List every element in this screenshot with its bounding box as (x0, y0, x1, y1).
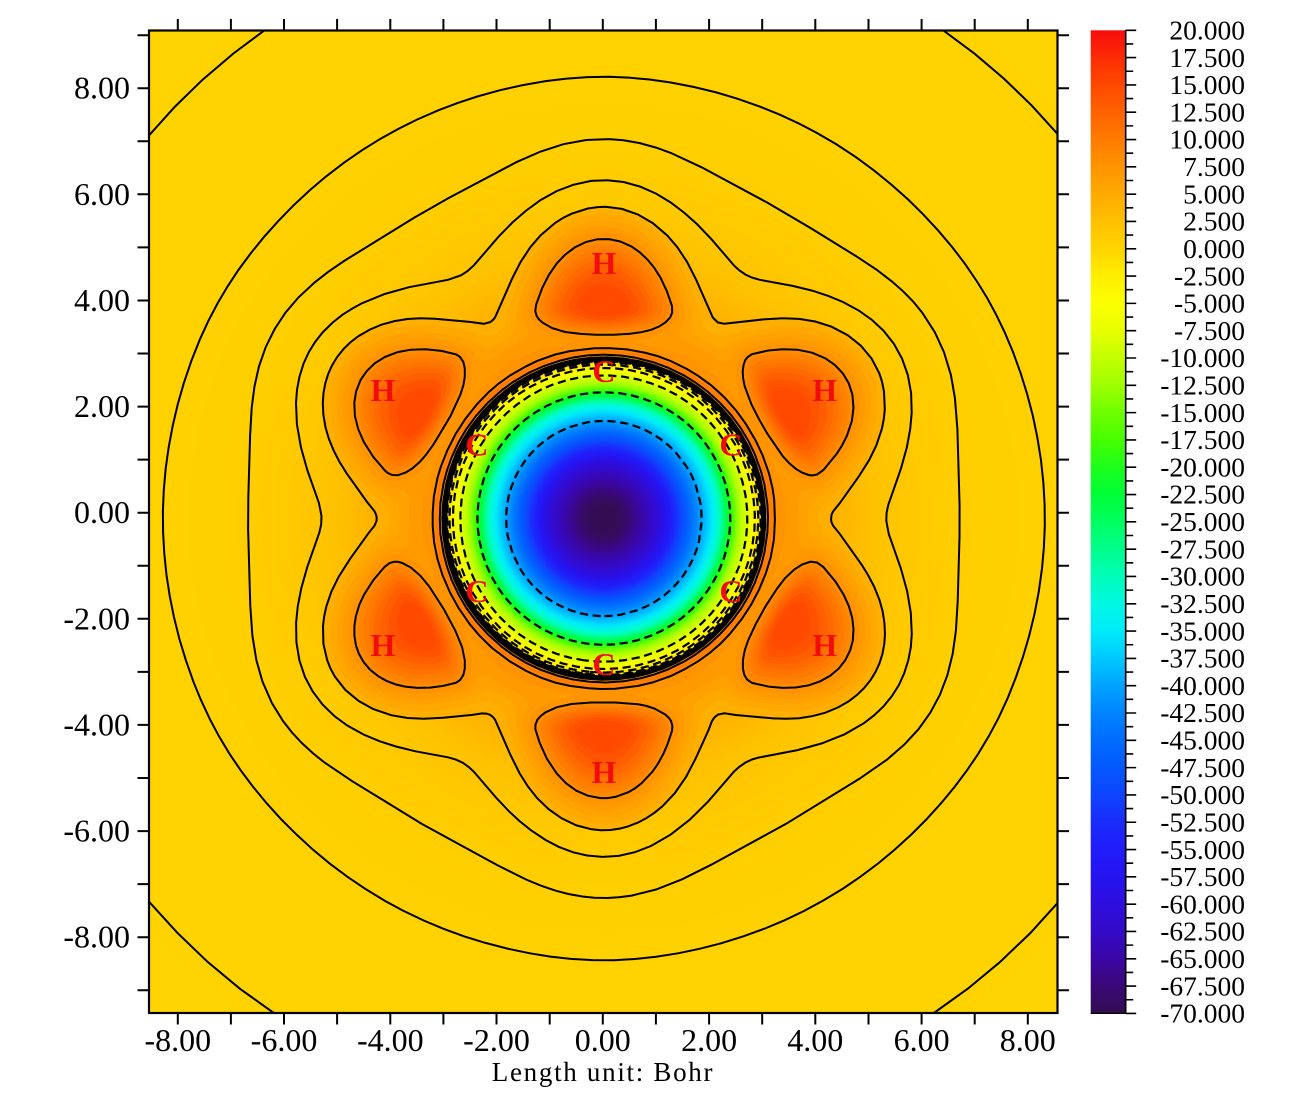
svg-text:-45.000: -45.000 (1160, 725, 1245, 756)
svg-text:-67.500: -67.500 (1160, 970, 1245, 1001)
svg-text:-42.500: -42.500 (1160, 697, 1245, 728)
svg-text:-22.500: -22.500 (1160, 479, 1245, 510)
svg-text:4.00: 4.00 (74, 282, 130, 318)
svg-text:-6.00: -6.00 (251, 1022, 318, 1058)
svg-text:C: C (465, 573, 488, 609)
svg-text:-2.500: -2.500 (1174, 260, 1245, 291)
svg-text:0.00: 0.00 (575, 1022, 631, 1058)
svg-text:H: H (371, 372, 396, 408)
svg-text:-55.000: -55.000 (1160, 834, 1245, 865)
svg-text:-57.500: -57.500 (1160, 861, 1245, 892)
svg-text:15.000: 15.000 (1169, 69, 1245, 100)
svg-text:2.00: 2.00 (74, 388, 130, 424)
svg-text:-65.000: -65.000 (1160, 943, 1245, 974)
svg-text:-7.500: -7.500 (1174, 315, 1245, 346)
svg-text:-70.000: -70.000 (1160, 998, 1245, 1029)
svg-text:H: H (812, 627, 837, 663)
svg-text:C: C (719, 426, 742, 462)
svg-text:4.00: 4.00 (787, 1022, 843, 1058)
svg-text:-35.000: -35.000 (1160, 615, 1245, 646)
svg-text:H: H (591, 754, 616, 790)
svg-text:-60.000: -60.000 (1160, 888, 1245, 919)
svg-text:-8.00: -8.00 (63, 919, 130, 955)
svg-text:7.500: 7.500 (1183, 151, 1245, 182)
svg-text:-4.00: -4.00 (357, 1022, 424, 1058)
svg-text:-37.500: -37.500 (1160, 643, 1245, 674)
svg-text:H: H (812, 372, 837, 408)
svg-text:5.000: 5.000 (1183, 178, 1245, 209)
svg-text:8.00: 8.00 (74, 70, 130, 106)
svg-text:-2.00: -2.00 (63, 600, 130, 636)
svg-text:-32.500: -32.500 (1160, 588, 1245, 619)
svg-text:6.00: 6.00 (74, 176, 130, 212)
svg-text:-17.500: -17.500 (1160, 424, 1245, 455)
svg-text:0.000: 0.000 (1183, 233, 1245, 264)
svg-text:-15.000: -15.000 (1160, 397, 1245, 428)
svg-text:-47.500: -47.500 (1160, 752, 1245, 783)
svg-text:-52.500: -52.500 (1160, 806, 1245, 837)
svg-text:-10.000: -10.000 (1160, 342, 1245, 373)
svg-text:H: H (371, 627, 396, 663)
svg-text:-50.000: -50.000 (1160, 779, 1245, 810)
svg-text:-8.00: -8.00 (144, 1022, 211, 1058)
svg-text:-6.00: -6.00 (63, 813, 130, 849)
svg-text:-62.500: -62.500 (1160, 916, 1245, 947)
svg-text:Length unit: Bohr: Length unit: Bohr (492, 1057, 714, 1087)
svg-text:10.000: 10.000 (1169, 124, 1245, 155)
svg-text:-27.500: -27.500 (1160, 533, 1245, 564)
svg-text:-12.500: -12.500 (1160, 370, 1245, 401)
svg-text:-30.000: -30.000 (1160, 561, 1245, 592)
svg-text:-25.000: -25.000 (1160, 506, 1245, 537)
svg-text:0.00: 0.00 (74, 494, 130, 530)
svg-text:-20.000: -20.000 (1160, 451, 1245, 482)
svg-text:6.00: 6.00 (894, 1022, 950, 1058)
svg-text:8.00: 8.00 (1000, 1022, 1056, 1058)
svg-text:-40.000: -40.000 (1160, 670, 1245, 701)
svg-text:-2.00: -2.00 (463, 1022, 530, 1058)
svg-text:2.00: 2.00 (681, 1022, 737, 1058)
svg-text:20.000: 20.000 (1169, 15, 1245, 46)
svg-text:-4.00: -4.00 (63, 706, 130, 742)
svg-text:2.500: 2.500 (1183, 206, 1245, 237)
svg-text:C: C (719, 573, 742, 609)
svg-text:-5.000: -5.000 (1174, 288, 1245, 319)
svg-text:C: C (465, 426, 488, 462)
svg-text:C: C (592, 353, 615, 389)
svg-text:H: H (591, 245, 616, 281)
svg-text:17.500: 17.500 (1169, 42, 1245, 73)
svg-text:12.500: 12.500 (1169, 96, 1245, 127)
svg-text:C: C (592, 646, 615, 682)
